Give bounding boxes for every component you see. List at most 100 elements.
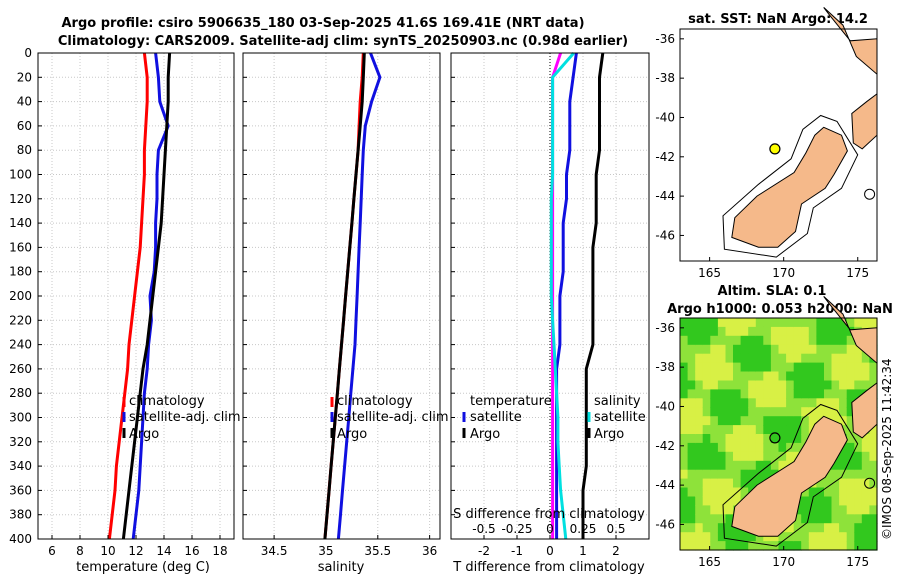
s-diff-tick-label: -0.25 <box>501 522 532 536</box>
sla-cell <box>786 326 795 337</box>
map-frame <box>679 317 878 551</box>
depth-tick-label: 380 <box>9 508 32 522</box>
sla-cell <box>725 478 734 489</box>
sla-cell <box>801 335 810 346</box>
legend-climatology-label: climatology <box>337 394 413 409</box>
sla-cell <box>755 380 764 390</box>
sla-cell <box>824 496 833 506</box>
sla-cell <box>740 353 749 364</box>
sla-cell <box>854 487 863 497</box>
sla-cell <box>733 532 742 542</box>
legend-t-satellite-label: satellite <box>470 410 522 425</box>
sla-cell <box>717 469 727 480</box>
map-x-tick-label: 175 <box>846 555 869 569</box>
sla-cell <box>710 469 719 480</box>
sla-cell <box>740 389 749 399</box>
sla-cell <box>824 371 833 381</box>
sla-cell <box>740 318 749 328</box>
sla-cell <box>680 451 689 462</box>
tick-layer: 0204060801001201401601802002202402602803… <box>9 32 869 569</box>
sla-cell <box>733 407 742 417</box>
sla-cell <box>717 541 727 551</box>
x-tick-label: 36 <box>422 544 437 558</box>
south-island <box>731 415 848 537</box>
sla-cell <box>786 425 795 435</box>
sla-cell <box>733 389 742 399</box>
sla-cell <box>869 505 878 515</box>
sla-cell <box>824 505 833 515</box>
x-tick-label: 14 <box>156 544 171 558</box>
sla-cell <box>717 389 727 399</box>
sla-cell <box>839 335 848 346</box>
sla-cell <box>801 505 810 515</box>
sla-cell <box>824 407 833 417</box>
sla-cell <box>695 541 704 551</box>
sla-cell <box>725 451 734 462</box>
series-line-satellite-adj-clim <box>336 52 382 540</box>
sla-cell <box>793 434 802 444</box>
sla-cell <box>725 380 734 390</box>
sla-cell <box>695 389 704 399</box>
sla-cell <box>717 523 727 533</box>
sla-cell <box>839 451 848 462</box>
sla-cell <box>861 362 870 373</box>
map-y-tick-label: -40 <box>655 399 675 413</box>
sla-cell <box>824 362 833 373</box>
sla-cell <box>816 389 825 399</box>
sla-cell <box>839 532 848 542</box>
sla-cell <box>740 407 749 417</box>
sla-cell <box>748 478 757 489</box>
sla-cell <box>755 353 764 364</box>
sla-cell <box>687 541 696 551</box>
sla-cell <box>680 505 689 515</box>
map-y-tick-label: -46 <box>655 517 675 531</box>
sla-cell <box>786 523 795 533</box>
sla-cell <box>793 371 802 381</box>
sla-cell <box>770 451 780 462</box>
sla-cell <box>816 353 825 364</box>
sla-cell <box>861 380 870 390</box>
sla-cell <box>854 344 863 355</box>
sla-cell <box>808 532 817 542</box>
x-tick-label: 10 <box>100 544 115 558</box>
sla-cell <box>687 353 696 364</box>
x-tick-label: 35 <box>318 544 333 558</box>
sla-cell <box>710 389 719 399</box>
sla-cell <box>824 514 833 524</box>
sla-cell <box>831 398 840 408</box>
sla-cell <box>680 380 689 390</box>
sla-cell <box>846 514 855 524</box>
sla-cell <box>763 362 772 373</box>
sla-cell <box>793 442 802 453</box>
sla-cell <box>763 425 772 435</box>
sla-cell <box>801 353 810 364</box>
sla-cell <box>702 434 711 444</box>
sla-cell <box>846 523 855 533</box>
sla-cell <box>869 318 878 328</box>
difference-xlabel: T difference from climatology <box>452 560 645 575</box>
sla-cell <box>687 416 696 426</box>
sla-cell <box>793 514 802 524</box>
sla-cell <box>846 478 855 489</box>
sla-cell <box>695 451 704 462</box>
sla-cell <box>854 362 863 373</box>
sla-cell <box>778 344 787 355</box>
sla-cell <box>725 532 734 542</box>
sla-cell <box>824 541 833 551</box>
sla-cell <box>695 353 704 364</box>
sla-cell <box>770 380 780 390</box>
sla-cell <box>710 514 719 524</box>
sla-cell <box>846 353 855 364</box>
axes-frame <box>242 52 441 540</box>
sla-cell <box>846 380 855 390</box>
sla-cell <box>733 318 742 328</box>
sla-cell <box>702 344 711 355</box>
legend-climatology-label: climatology <box>129 394 205 409</box>
sla-cell <box>831 514 840 524</box>
sla-cell <box>839 353 848 364</box>
sla-cell <box>710 398 719 408</box>
sla-cell <box>839 523 848 533</box>
sla-cell <box>748 318 757 328</box>
sla-cell <box>831 541 840 551</box>
title-line-2: Climatology: CARS2009. Satellite-adj cli… <box>58 34 628 49</box>
